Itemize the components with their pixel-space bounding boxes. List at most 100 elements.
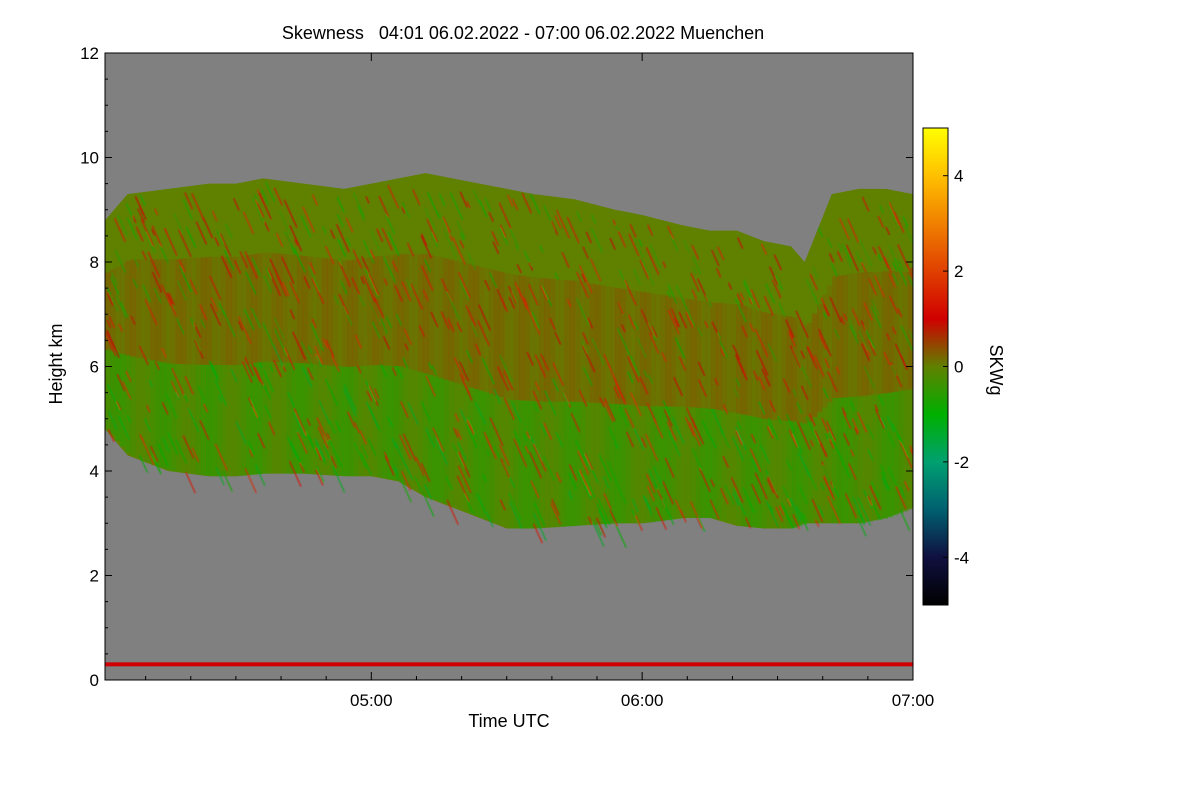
skewness-streak [314,438,326,462]
skewness-streak [863,302,873,321]
skewness-streak [402,433,417,462]
skewness-band-cell [544,278,550,402]
skewness-streak [887,466,898,486]
colorbar-tick-label: -4 [954,548,969,567]
skewness-streak [394,284,403,302]
skewness-streak [809,439,814,447]
skewness-band-cell [892,391,899,516]
skewness-streak [634,515,643,532]
skewness-band-cell [761,312,768,419]
skewness-band-cell [236,364,242,477]
skewness-band-cell [271,253,278,362]
skewness-streak [203,404,209,413]
skewness-streak [302,206,316,233]
skewness-streak [258,361,263,369]
skewness-band-cell [418,371,424,493]
skewness-band-cell [801,325,808,424]
skewness-streak [137,208,145,224]
skewness-streak [533,512,547,541]
skewness-band-cell [468,387,475,514]
skewness-band-cell [640,405,646,524]
skewness-streak [516,264,522,274]
skewness-streak [157,443,169,467]
skewness-streak [582,452,592,471]
skewness-streak [786,498,792,507]
skewness-streak [528,262,534,271]
skewness-streak [812,266,819,279]
skewness-streak [892,261,898,272]
skewness-streak [678,311,687,329]
skewness-streak [362,240,375,264]
skewness-band-cell [847,274,853,398]
skewness-streak [273,360,282,378]
skewness-streak [735,426,747,450]
skewness-streak [599,396,605,408]
skewness-streak [338,293,349,315]
skewness-streak [308,266,321,292]
skewness-streak [778,302,786,317]
skewness-streak [456,220,466,240]
skewness-streak [199,304,208,321]
skewness-streak [108,316,116,329]
skewness-band-cell [534,277,540,402]
skewness-streak [243,308,255,331]
skewness-streak [667,225,675,240]
skewness-streak [792,433,803,453]
skewness-streak [550,220,559,236]
skewness-streak [624,279,637,306]
skewness-streak [460,232,465,241]
skewness-streak [767,426,774,439]
skewness-streak [427,362,433,370]
skewness-streak [238,316,252,345]
skewness-streak [132,278,138,289]
y-tick-label: 0 [90,671,99,690]
skewness-streak [331,465,346,493]
skewness-streak [174,391,180,400]
skewness-streak [139,194,146,207]
skewness-streak [316,417,329,442]
skewness-streak [582,345,596,373]
skewness-streak [368,273,379,296]
skewness-streak [639,259,650,280]
skewness-streak [722,455,729,468]
skewness-streak [603,397,616,422]
skewness-band-cell [372,256,379,366]
skewness-band-cell [604,403,611,524]
y-tick-label: 4 [90,462,99,481]
skewness-streak [849,400,856,412]
skewness-streak [289,225,303,252]
skewness-streak [294,239,299,246]
skewness-band-cell [776,314,783,421]
skewness-band-cell [670,406,677,520]
skewness-streak [143,418,151,432]
skewness-streak [185,227,197,248]
skewness-streak [343,388,357,417]
skewness-streak [383,278,388,286]
colorbar-ticks: 4 2 0 -2 -4 [943,167,969,567]
skewness-streak [674,337,686,359]
skewness-streak [282,282,290,297]
skewness-streak [638,238,643,247]
skewness-band-cell [256,253,263,363]
skewness-streak [267,268,281,296]
skewness-streak [401,202,411,219]
skewness-streak [484,197,492,211]
skewness-streak [754,328,769,358]
skewness-streak [869,485,882,510]
skewness-streak [696,326,703,337]
skewness-streak [842,244,852,263]
skewness-band-cell [746,415,752,527]
skewness-streak [544,390,557,416]
skewness-streak [125,203,134,219]
skewness-streak [840,316,846,326]
skewness-streak [466,201,471,209]
skewness-streak [788,332,796,347]
skewness-band-cell [408,369,414,488]
skewness-streak [216,230,224,245]
skewness-streak [849,325,859,344]
skewness-band-cell [791,421,798,529]
skewness-streak [251,257,262,277]
skewness-band-cell [615,404,621,524]
skewness-streak [330,455,337,469]
